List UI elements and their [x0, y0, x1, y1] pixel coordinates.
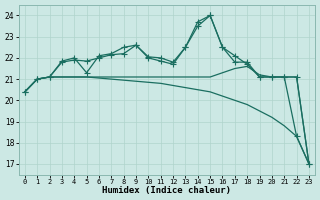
X-axis label: Humidex (Indice chaleur): Humidex (Indice chaleur): [102, 186, 231, 195]
